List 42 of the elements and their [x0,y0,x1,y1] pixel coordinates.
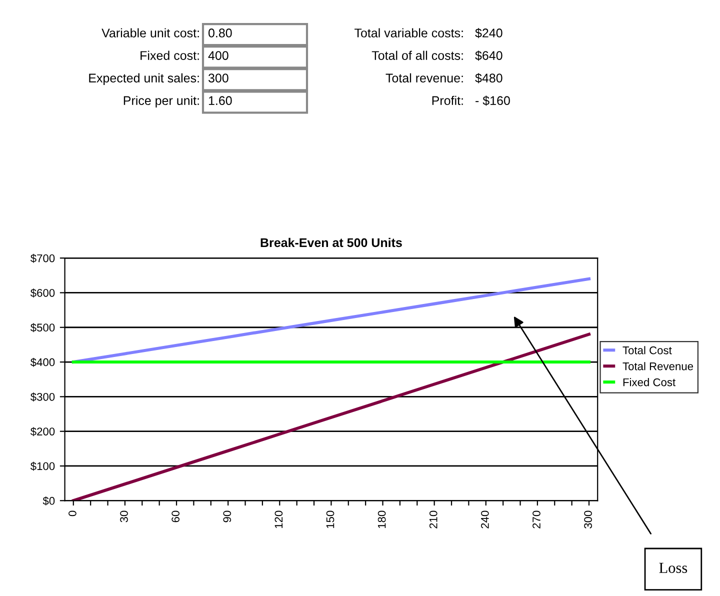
y-tick-label: $400 [30,358,55,367]
y-tick-label: $700 [30,254,55,263]
text: Expected unit sales: [89,73,199,85]
x-tick-label: 60 [172,510,180,522]
text: 400 [208,51,228,60]
text: $480 [475,73,502,84]
x-tick-label: 270 [532,510,540,528]
text: Profit: [432,96,463,106]
x-tick-label: 30 [120,510,128,522]
text: - $160 [476,96,510,106]
text: Fixed cost: [140,50,199,60]
x-tick-label: 90 [223,510,232,522]
legend-label: Total Revenue [622,362,694,370]
line-series [72,277,591,364]
text: Total of all costs: [372,50,463,60]
text: Total variable costs: [354,28,463,38]
legend-label: Total Cost [622,346,672,354]
text: Variable unit cost: [102,28,199,38]
x-tick-label: 0 [68,510,76,516]
x-tick-label: 180 [378,510,386,528]
text: $640 [475,50,502,61]
text: Loss [659,562,688,574]
text: 0.80 [208,28,232,38]
y-tick-label: $0 [42,496,55,506]
y-tick-label: $600 [30,288,55,298]
x-tick-label: 150 [326,510,334,528]
text: Total revenue: [386,73,463,82]
text: Price per unit: [124,96,199,108]
chart-title: Break-Even at 500 Units [260,238,402,248]
y-tick-label: $300 [30,392,55,402]
x-tick-label: 300 [584,510,592,528]
line-series [72,332,591,501]
text: 300 [208,74,228,82]
y-tick-label: $100 [30,462,55,471]
text: 1.60 [208,96,232,106]
y-tick-label: $500 [30,323,55,332]
y-tick-label: $200 [30,427,55,436]
x-tick-label: 120 [274,510,283,528]
text: $240 [475,28,502,38]
legend-label: Fixed Cost [623,378,676,386]
x-tick-label: 240 [481,510,489,528]
x-tick-label: 210 [429,510,438,528]
